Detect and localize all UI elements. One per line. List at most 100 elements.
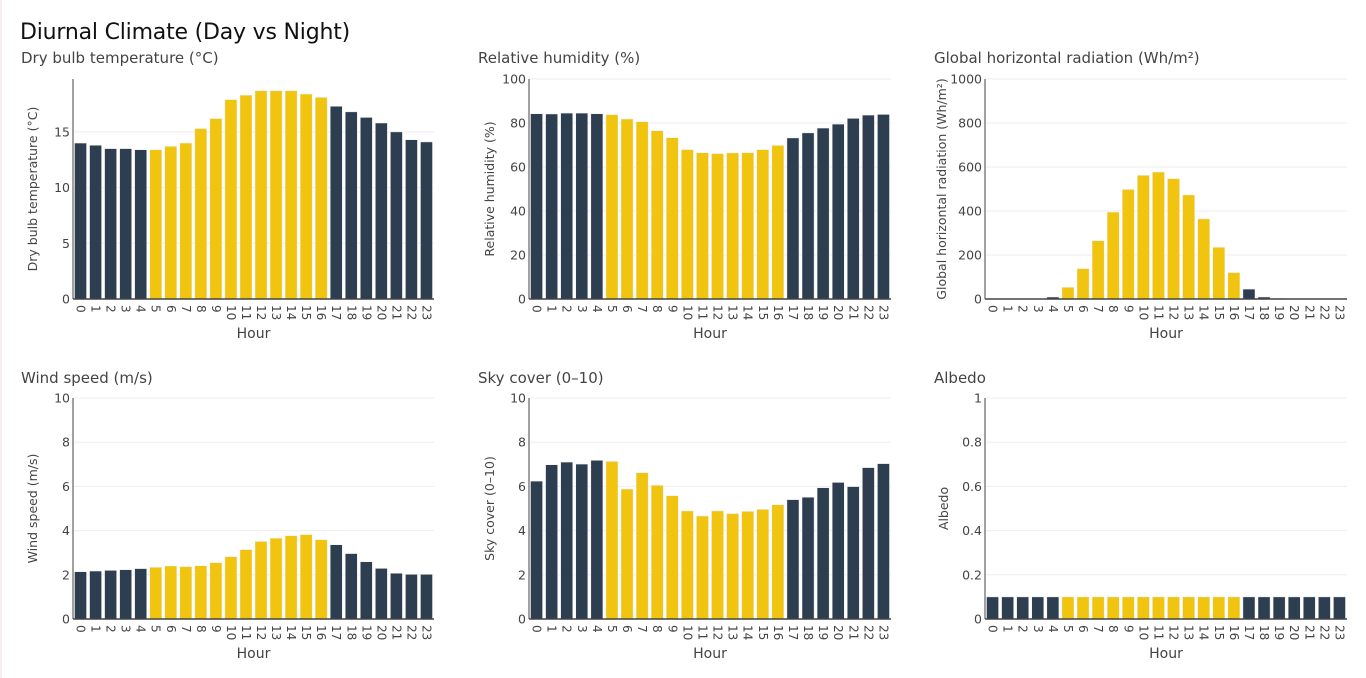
bar-day[interactable] bbox=[756, 509, 770, 620]
bar-day[interactable] bbox=[605, 461, 619, 620]
bar-night[interactable] bbox=[134, 568, 147, 620]
bar-night[interactable] bbox=[345, 111, 358, 300]
bar-day[interactable] bbox=[254, 90, 268, 300]
bar-night[interactable] bbox=[575, 463, 589, 620]
bar-day[interactable] bbox=[194, 565, 208, 620]
bar-day[interactable] bbox=[149, 149, 162, 300]
bar-night[interactable] bbox=[1001, 596, 1014, 620]
bar-night[interactable] bbox=[1257, 596, 1271, 620]
bar-night[interactable] bbox=[1303, 596, 1316, 620]
bar-night[interactable] bbox=[986, 596, 999, 620]
bar-day[interactable] bbox=[164, 146, 178, 300]
bar-day[interactable] bbox=[666, 495, 679, 620]
bar-night[interactable] bbox=[74, 571, 87, 620]
bar-day[interactable] bbox=[1061, 287, 1075, 300]
bar-day[interactable] bbox=[1122, 596, 1135, 620]
bar-day[interactable] bbox=[194, 128, 208, 300]
bar-day[interactable] bbox=[1106, 596, 1120, 620]
bar-night[interactable] bbox=[530, 480, 543, 620]
bar-day[interactable] bbox=[269, 90, 283, 300]
bar-day[interactable] bbox=[299, 93, 313, 300]
bar-day[interactable] bbox=[666, 137, 679, 300]
bar-night[interactable] bbox=[329, 544, 343, 620]
bar-day[interactable] bbox=[726, 152, 739, 300]
bar-day[interactable] bbox=[1212, 247, 1226, 300]
bar-day[interactable] bbox=[1137, 596, 1150, 620]
bar-night[interactable] bbox=[801, 132, 815, 300]
bar-day[interactable] bbox=[620, 488, 634, 620]
bar-night[interactable] bbox=[89, 145, 102, 300]
bar-night[interactable] bbox=[831, 123, 845, 300]
bar-night[interactable] bbox=[816, 487, 830, 620]
bar-day[interactable] bbox=[1137, 175, 1150, 300]
bar-night[interactable] bbox=[1318, 596, 1331, 620]
bar-day[interactable] bbox=[314, 539, 328, 620]
bar-day[interactable] bbox=[224, 556, 238, 620]
bar-night[interactable] bbox=[1031, 596, 1045, 620]
bar-day[interactable] bbox=[1227, 596, 1241, 620]
bar-day[interactable] bbox=[179, 566, 193, 620]
bar-day[interactable] bbox=[1122, 189, 1135, 300]
bar-day[interactable] bbox=[1091, 240, 1105, 300]
bar-night[interactable] bbox=[360, 117, 373, 300]
bar-day[interactable] bbox=[605, 114, 619, 300]
bar-day[interactable] bbox=[1212, 596, 1226, 620]
bar-day[interactable] bbox=[681, 510, 694, 620]
bar-day[interactable] bbox=[741, 152, 754, 300]
bar-day[interactable] bbox=[771, 145, 785, 300]
bar-day[interactable] bbox=[711, 510, 724, 620]
bar-night[interactable] bbox=[390, 573, 403, 620]
bar-night[interactable] bbox=[1242, 288, 1256, 300]
bar-night[interactable] bbox=[786, 137, 800, 300]
bar-night[interactable] bbox=[847, 118, 860, 300]
bar-night[interactable] bbox=[545, 464, 558, 620]
bar-night[interactable] bbox=[590, 460, 604, 620]
bar-night[interactable] bbox=[862, 467, 875, 620]
bar-night[interactable] bbox=[1272, 596, 1286, 620]
bar-day[interactable] bbox=[1182, 596, 1195, 620]
bar-day[interactable] bbox=[284, 535, 298, 620]
bar-night[interactable] bbox=[575, 112, 589, 300]
bar-day[interactable] bbox=[726, 513, 739, 620]
bar-day[interactable] bbox=[635, 472, 649, 620]
bar-day[interactable] bbox=[1182, 194, 1195, 300]
bar-day[interactable] bbox=[314, 97, 328, 300]
bar-night[interactable] bbox=[877, 463, 890, 620]
bar-day[interactable] bbox=[650, 485, 664, 620]
bar-night[interactable] bbox=[816, 127, 830, 300]
bar-day[interactable] bbox=[179, 142, 193, 300]
bar-day[interactable] bbox=[1167, 178, 1180, 300]
bar-night[interactable] bbox=[375, 568, 388, 620]
bar-day[interactable] bbox=[1197, 596, 1210, 620]
bar-night[interactable] bbox=[786, 499, 800, 620]
bar-day[interactable] bbox=[635, 121, 649, 300]
bar-day[interactable] bbox=[1197, 218, 1210, 300]
bar-day[interactable] bbox=[284, 90, 298, 300]
bar-night[interactable] bbox=[104, 148, 117, 300]
bar-day[interactable] bbox=[164, 565, 178, 620]
bar-night[interactable] bbox=[877, 114, 890, 300]
bar-day[interactable] bbox=[1076, 596, 1090, 620]
bar-night[interactable] bbox=[530, 113, 543, 300]
bar-night[interactable] bbox=[1287, 596, 1301, 620]
bar-day[interactable] bbox=[1106, 211, 1120, 300]
bar-night[interactable] bbox=[420, 574, 433, 620]
bar-day[interactable] bbox=[269, 537, 283, 620]
bar-night[interactable] bbox=[360, 561, 373, 620]
bar-night[interactable] bbox=[329, 106, 343, 300]
bar-night[interactable] bbox=[390, 131, 403, 300]
bar-day[interactable] bbox=[696, 152, 709, 300]
bar-day[interactable] bbox=[771, 504, 785, 620]
bar-night[interactable] bbox=[74, 142, 87, 300]
bar-night[interactable] bbox=[1046, 596, 1060, 620]
bar-night[interactable] bbox=[801, 496, 815, 620]
bar-day[interactable] bbox=[149, 567, 162, 620]
bar-day[interactable] bbox=[254, 541, 268, 620]
bar-night[interactable] bbox=[560, 461, 573, 620]
bar-night[interactable] bbox=[1016, 596, 1029, 620]
bar-night[interactable] bbox=[1333, 596, 1346, 620]
bar-day[interactable] bbox=[239, 549, 253, 620]
bar-day[interactable] bbox=[681, 149, 694, 300]
bar-night[interactable] bbox=[847, 486, 860, 620]
bar-night[interactable] bbox=[119, 148, 132, 300]
